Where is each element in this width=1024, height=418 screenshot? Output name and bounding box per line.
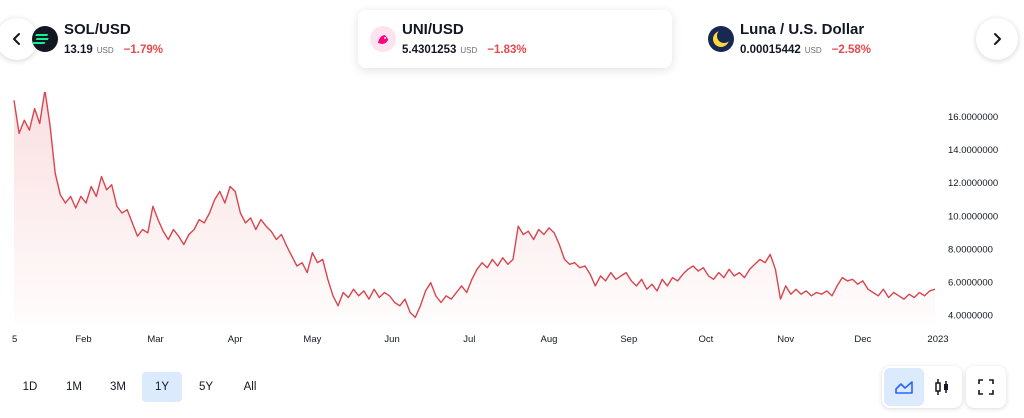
area-chart-icon xyxy=(895,381,913,394)
x-tick-label: May xyxy=(303,334,321,345)
x-tick-label: 2023 xyxy=(927,334,948,345)
chevron-right-icon xyxy=(994,33,1001,45)
ticker-quote: 0.00015442 USD −2.58% xyxy=(740,44,871,56)
range-button-1y[interactable]: 1Y xyxy=(142,372,182,402)
terra-luna-icon xyxy=(708,26,734,52)
ticker-currency: USD xyxy=(460,46,478,55)
area-layer xyxy=(14,92,935,324)
ticker-currency: USD xyxy=(804,46,822,55)
ticker-change: −2.58% xyxy=(831,44,871,56)
ticker-uni[interactable]: UNI/USD 5.4301253 USD −1.83% xyxy=(358,10,672,68)
previous-ticker-button[interactable] xyxy=(0,18,38,60)
x-tick-label: Dec xyxy=(854,334,871,345)
ticker-luna[interactable]: Luna / U.S. Dollar 0.00015442 USD −2.58% xyxy=(702,10,962,68)
candlestick-icon xyxy=(935,379,948,395)
y-tick-label: 16.0000000 xyxy=(948,112,998,123)
ticker-quote: 5.4301253 USD −1.83% xyxy=(402,44,527,56)
candlestick-chart-button[interactable] xyxy=(922,368,962,406)
fullscreen-button[interactable] xyxy=(966,366,1006,408)
x-tick-label: 5 xyxy=(12,334,17,345)
y-tick-label: 4.0000000 xyxy=(948,311,993,322)
x-tick-label: Mar xyxy=(147,334,163,345)
ticker-price: 5.4301253 xyxy=(402,44,457,56)
next-ticker-button[interactable] xyxy=(976,18,1018,60)
range-button-1d[interactable]: 1D xyxy=(22,381,38,393)
solana-icon xyxy=(32,26,58,52)
y-tick-label: 12.0000000 xyxy=(948,178,998,189)
ticker-strip: SOL/USD 13.19 USD −1.79% UNI/USD 5.43012… xyxy=(0,0,1024,80)
y-tick-label: 8.0000000 xyxy=(948,244,993,255)
x-tick-label: Nov xyxy=(777,334,794,345)
range-button-5y[interactable]: 5Y xyxy=(198,381,214,393)
range-button-all[interactable]: All xyxy=(243,381,257,393)
price-area-fill xyxy=(14,92,935,324)
ticker-change: −1.83% xyxy=(487,44,527,56)
x-tick-label: Feb xyxy=(75,334,91,345)
y-tick-label: 14.0000000 xyxy=(948,145,998,156)
x-tick-label: Aug xyxy=(541,334,558,345)
range-selector: 1D 1M 3M 1Y 5Y All xyxy=(10,372,270,402)
range-button-3m[interactable]: 3M xyxy=(110,381,126,393)
chart-type-toggle xyxy=(882,366,962,408)
price-line xyxy=(13,92,936,319)
y-axis: 4.0000000 6.0000000 8.0000000 10.0000000 12.… xyxy=(948,112,998,322)
ticker-price: 13.19 xyxy=(64,44,93,56)
y-tick-label: 10.0000000 xyxy=(948,211,998,222)
ticker-sol[interactable]: SOL/USD 13.19 USD −1.79% xyxy=(28,10,228,68)
ticker-name: SOL/USD xyxy=(64,21,131,38)
price-chart[interactable]: 4.0000000 6.0000000 8.0000000 10.0000000 12.… xyxy=(0,92,1024,352)
ticker-name: Luna / U.S. Dollar xyxy=(740,21,865,38)
y-tick-label: 6.0000000 xyxy=(948,278,993,289)
x-tick-label: Sep xyxy=(620,334,637,345)
x-tick-label: Jul xyxy=(463,334,475,345)
range-button-1m[interactable]: 1M xyxy=(66,381,82,393)
x-tick-label: Apr xyxy=(228,334,243,345)
ticker-change: −1.79% xyxy=(123,44,163,56)
line-layer xyxy=(13,92,936,319)
uniswap-icon xyxy=(370,26,396,52)
x-tick-label: Jun xyxy=(384,334,399,345)
area-chart-button[interactable] xyxy=(884,368,924,406)
x-axis: 5 Feb Mar Apr May Jun Jul Aug Sep Oct Nov Dec 2023 xyxy=(12,334,949,345)
ticker-quote: 13.19 USD −1.79% xyxy=(64,44,163,56)
fullscreen-icon xyxy=(978,379,994,395)
ticker-price: 0.00015442 xyxy=(740,44,801,56)
chevron-left-icon xyxy=(13,33,20,45)
ticker-currency: USD xyxy=(96,46,114,55)
ticker-name: UNI/USD xyxy=(402,21,464,38)
price-chart-svg: 4.0000000 6.0000000 8.0000000 10.0000000 12.… xyxy=(12,92,998,345)
x-tick-label: Oct xyxy=(699,334,714,345)
